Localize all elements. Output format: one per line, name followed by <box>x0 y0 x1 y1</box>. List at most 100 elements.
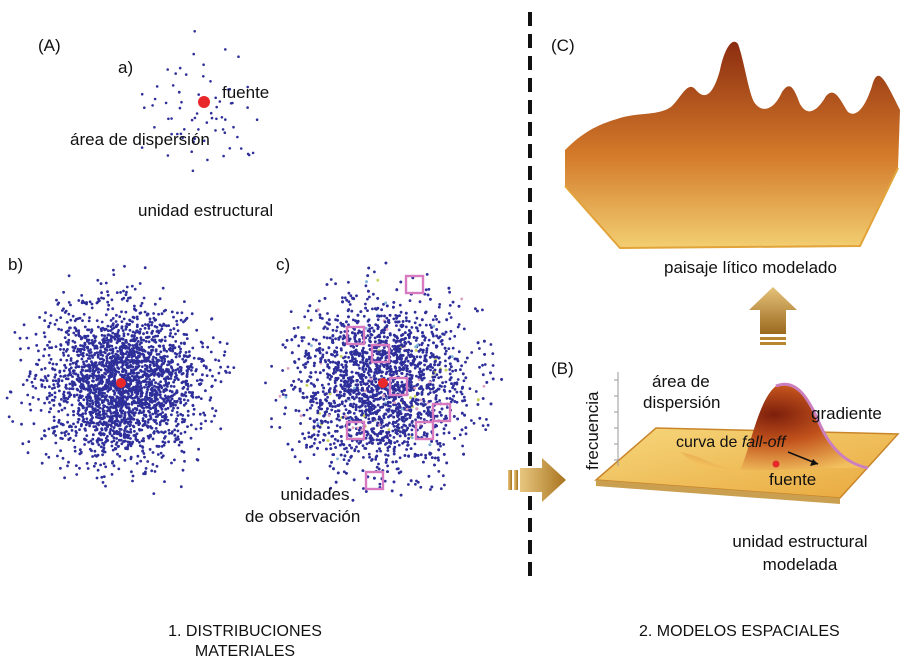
scatter-dot <box>88 365 91 369</box>
scatter-dot <box>135 381 139 384</box>
scatter-dot <box>377 462 380 466</box>
scatter-dot <box>162 309 166 313</box>
scatter-dot <box>222 353 226 357</box>
scatter-dot <box>155 444 159 448</box>
scatter-dot <box>107 374 111 378</box>
scatter-dot <box>126 402 130 406</box>
scatter-dot <box>131 330 135 334</box>
scatter-dot <box>171 349 175 353</box>
scatter-dot <box>178 354 182 358</box>
scatter-dot <box>409 383 413 387</box>
scatter-dot <box>404 364 407 367</box>
scatter-dot <box>76 373 80 377</box>
scatter-dot <box>321 317 324 320</box>
scatter-dot <box>405 319 408 323</box>
scatter-dot <box>67 333 70 336</box>
scatter-dot <box>114 398 117 401</box>
scatter-dot <box>386 464 389 468</box>
scatter-dot <box>255 118 259 121</box>
scatter-dot <box>154 427 158 430</box>
scatter-dot <box>98 432 102 436</box>
scatter-dot <box>37 358 41 362</box>
scatter-dot <box>300 380 303 383</box>
scatter-dot <box>197 395 201 399</box>
scatter-dot <box>80 382 83 386</box>
scatter-dot <box>88 387 92 391</box>
scatter-dot <box>81 351 85 355</box>
scatter-dot <box>144 367 147 371</box>
scatter-dot <box>154 334 157 338</box>
scatter-dot <box>165 349 169 353</box>
scatter-dot <box>164 415 168 419</box>
scatter-dot <box>158 368 162 372</box>
scatter-dot <box>57 327 61 331</box>
scatter-dot <box>160 456 164 459</box>
scatter-dot <box>77 299 81 302</box>
scatter-dot <box>389 414 393 417</box>
scatter-dot <box>87 380 90 384</box>
scatter-dot <box>424 336 427 340</box>
scatter-dot <box>181 380 185 384</box>
scatter-dot <box>368 330 372 333</box>
scatter-dot <box>97 423 100 427</box>
scatter-dot <box>327 382 331 386</box>
scatter-dot <box>143 364 147 367</box>
scatter-dot <box>91 433 95 437</box>
scatter-dot <box>53 368 57 372</box>
scatter-dot <box>205 374 209 377</box>
scatter-dot <box>139 369 143 372</box>
scatter-dot <box>130 393 134 396</box>
scatter-dot <box>395 440 399 443</box>
scatter-dot <box>72 371 75 375</box>
scatter-dot <box>413 394 417 398</box>
scatter-dot <box>146 323 150 327</box>
scatter-dot <box>355 386 359 390</box>
scatter-dot <box>120 411 124 415</box>
scatter-dot <box>353 448 357 451</box>
scatter-dot <box>323 325 327 329</box>
scatter-dot <box>419 485 423 489</box>
scatter-dot <box>444 330 448 334</box>
scatter-dot <box>122 352 126 356</box>
scatter-dot <box>103 340 107 344</box>
scatter-dot <box>167 440 171 444</box>
scatter-dot <box>369 436 373 440</box>
scatter-dot <box>105 361 108 365</box>
scatter-dot <box>136 397 140 401</box>
scatter-dot <box>318 342 321 346</box>
scatter-dot <box>164 369 168 373</box>
scatter-dot <box>161 411 165 414</box>
scatter-dot <box>123 413 127 417</box>
scatter-dot <box>145 424 149 428</box>
scatter-dot <box>321 355 324 359</box>
scatter-dot <box>186 385 190 388</box>
scatter-dot <box>131 379 135 382</box>
scatter-dot <box>429 488 432 491</box>
scatter-dot <box>345 371 348 375</box>
scatter-dot <box>145 377 149 380</box>
scatter-dot <box>152 374 156 377</box>
scatter-dot <box>129 437 132 440</box>
scatter-dot <box>158 423 162 427</box>
scatter-dot <box>48 391 51 395</box>
scatter-dot <box>431 387 435 391</box>
scatter-dot <box>425 349 429 352</box>
scatter-dot <box>80 394 84 398</box>
scatter-dot <box>400 407 404 411</box>
scatter-dot <box>367 384 371 388</box>
scatter-dot <box>54 379 58 383</box>
scatter-dot <box>97 443 101 447</box>
scatter-dot <box>306 476 309 480</box>
scatter-dot <box>341 296 344 300</box>
scatter-dot <box>171 369 175 373</box>
scatter-dot <box>43 347 47 351</box>
scatter-dot <box>173 352 177 355</box>
scatter-dot <box>374 380 378 384</box>
scatter-dot <box>104 372 107 376</box>
scatter-dot <box>139 387 143 391</box>
scatter-dot <box>126 440 130 444</box>
scatter-dot <box>163 441 167 444</box>
scatter-dot <box>414 482 417 486</box>
scatter-dot <box>126 374 130 377</box>
scatter-dot <box>395 467 399 471</box>
